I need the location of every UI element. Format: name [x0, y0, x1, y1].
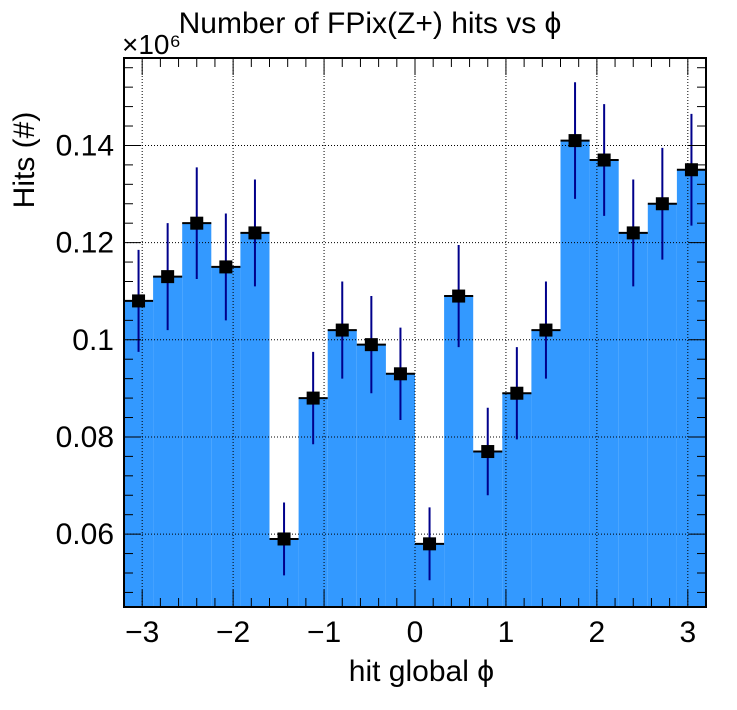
data-point-marker	[219, 260, 233, 274]
x-tick-label: −1	[307, 616, 341, 649]
data-point-marker	[277, 532, 291, 546]
plot-frame	[123, 57, 707, 608]
histogram-bar	[676, 169, 706, 608]
histogram-bar	[182, 223, 212, 607]
x-tick-label: −3	[125, 616, 159, 649]
data-point-marker	[655, 197, 669, 211]
data-point-marker	[132, 294, 146, 308]
histogram-bar	[240, 232, 270, 607]
data-point-marker	[248, 226, 262, 240]
data-point-marker	[190, 216, 204, 230]
data-point-marker	[423, 537, 437, 551]
data-point-marker	[306, 391, 320, 405]
histogram-bar	[589, 160, 619, 607]
data-point-marker	[510, 386, 524, 400]
y-tick-label: 0.06	[56, 518, 114, 551]
x-tick-label: 2	[589, 616, 606, 649]
data-point-marker	[539, 323, 553, 337]
data-point-marker	[452, 289, 466, 303]
x-tick-label: −2	[216, 616, 250, 649]
y-tick-label: 0.12	[56, 227, 114, 260]
histogram-bars	[124, 140, 706, 608]
histogram-bar	[153, 276, 183, 607]
x-axis-title: hit global ϕ	[349, 655, 494, 688]
x-tick-label: 0	[407, 616, 424, 649]
y-tick-label: 0.08	[56, 421, 114, 454]
x-tick-label: 1	[498, 616, 515, 649]
y-axis-multiplier: ×10⁶	[122, 29, 181, 60]
histogram-bar	[647, 203, 677, 608]
data-point-marker	[568, 134, 582, 148]
data-point-marker	[597, 153, 611, 167]
histogram-bar	[560, 140, 590, 607]
y-axis-title: Hits (#)	[8, 112, 41, 209]
grid-lines	[124, 58, 706, 607]
y-tick-label: 0.1	[72, 324, 114, 357]
y-tick-label: 0.14	[56, 129, 114, 162]
axis-ticks	[123, 58, 707, 607]
data-point-marker	[335, 323, 349, 337]
data-point-marker	[481, 445, 495, 459]
data-point-marker	[626, 226, 640, 240]
chart-title: Number of FPix(Z+) hits vs ϕ	[179, 7, 562, 40]
data-point-marker	[364, 338, 378, 352]
data-markers	[132, 134, 698, 551]
x-tick-labels: −3 −2 −1 0 1 2 3	[125, 616, 696, 649]
x-tick-label: 3	[679, 616, 696, 649]
histogram-bar	[444, 296, 474, 607]
data-point-marker	[161, 270, 175, 284]
data-point-marker	[393, 367, 407, 381]
data-point-marker	[684, 163, 698, 177]
histogram-bar	[618, 232, 648, 607]
y-tick-labels: 0.06 0.08 0.1 0.12 0.14	[56, 129, 114, 551]
